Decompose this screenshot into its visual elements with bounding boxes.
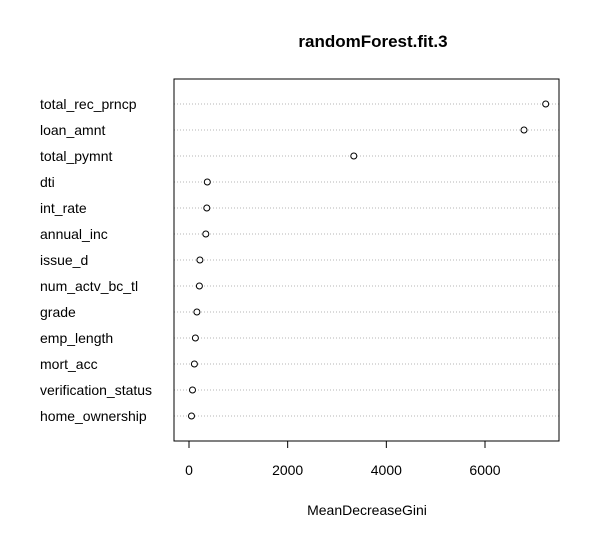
data-point [188,412,195,420]
category-label: loan_amnt [40,122,105,138]
data-point [203,204,211,212]
data-point [195,282,203,290]
category-label: home_ownership [40,408,147,424]
data-point [193,308,201,316]
category-label: dti [40,174,55,190]
category-label: annual_inc [40,226,108,242]
category-label: mort_acc [40,356,98,372]
chart-title: randomForest.fit.3 [298,32,447,51]
category-label: emp_length [40,330,113,346]
data-point [520,126,528,134]
x-axis: 0 2000 4000 6000 [185,440,501,478]
x-tick-label: 6000 [469,462,500,478]
data-point [542,100,550,108]
category-label: int_rate [40,200,87,216]
data-point [190,360,198,368]
x-tick-label: 4000 [371,462,402,478]
category-label: total_pymnt [40,148,112,164]
category-label: num_actv_bc_tl [40,278,138,294]
x-tick-label: 2000 [272,462,303,478]
x-tick-label: 0 [185,462,193,478]
data-point [196,256,204,264]
category-label: grade [40,304,76,320]
category-label: verification_status [40,382,152,398]
data-point [191,334,199,342]
category-label: issue_d [40,252,88,268]
data-point [203,178,211,186]
grid-lines [174,103,559,417]
category-label: total_rec_prncp [40,96,137,112]
x-axis-label: MeanDecreaseGini [307,502,427,518]
data-point [202,230,210,238]
data-point [350,152,358,160]
data-point [189,386,196,394]
data-points [188,100,550,420]
